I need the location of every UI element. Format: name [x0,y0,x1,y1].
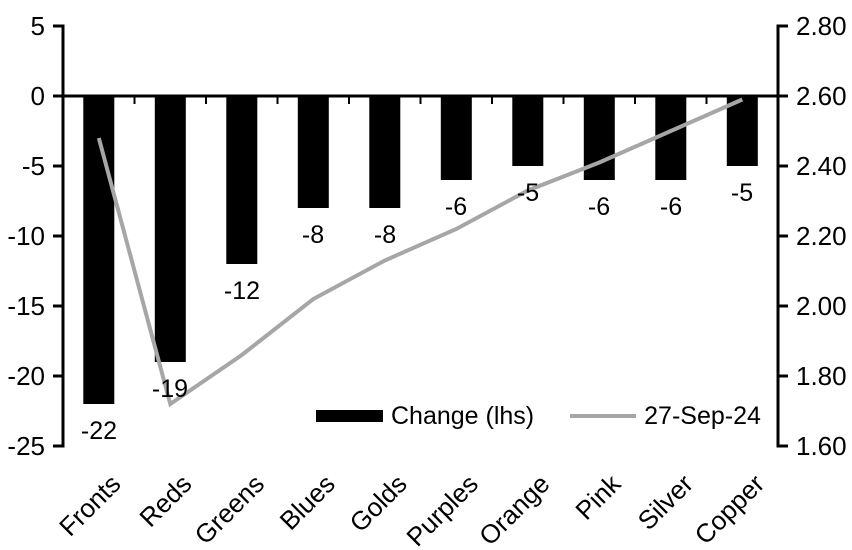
bar-greens [226,96,258,264]
bar-purples [440,96,472,180]
bar-blues [297,96,329,208]
legend-line-swatch [570,414,637,418]
legend-bar-swatch [316,410,383,422]
bar-reds [154,96,186,362]
series-line [96,97,744,408]
bar-copper [726,96,758,166]
bar-golds [369,96,401,208]
legend: Change (lhs) 27-Sep-24 [316,400,761,432]
legend-label-date: 27-Sep-24 [644,402,761,430]
bar-orange [512,96,544,166]
bar-fronts [83,96,115,404]
legend-label-change: Change (lhs) [391,402,535,430]
bar-silver [655,96,687,180]
